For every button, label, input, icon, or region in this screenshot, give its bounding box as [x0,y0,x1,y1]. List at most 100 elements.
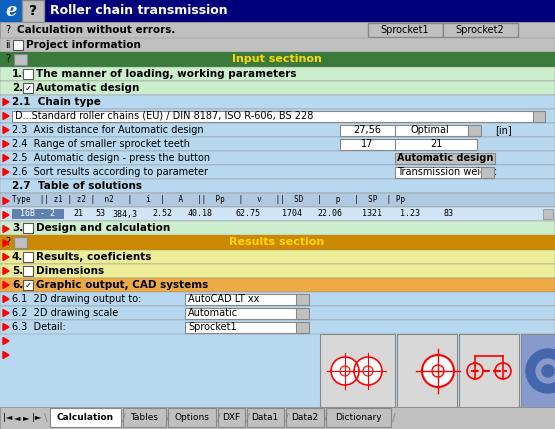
Polygon shape [3,127,9,133]
Bar [23,69,33,79]
Polygon shape [3,309,9,317]
Text: Data1: Data1 [251,414,279,423]
Text: Sprocket1: Sprocket1 [188,322,236,332]
Bar [286,408,324,427]
Text: 22.06: 22.06 [317,209,342,218]
Polygon shape [3,338,9,344]
Text: ?: ? [5,54,10,64]
Text: \: \ [44,413,48,423]
Bar [246,408,284,427]
Bar [218,408,245,427]
Text: 1321: 1321 [362,209,382,218]
Bar [13,40,23,50]
Text: Transmission weight: Transmission weight [397,167,496,177]
Text: ✓: ✓ [24,281,32,290]
Text: |◄: |◄ [3,414,12,423]
Text: 62.75: 62.75 [235,209,260,218]
Bar [0,320,555,334]
Text: Project information: Project information [26,40,141,50]
Bar [23,280,33,290]
Text: 16B - 2: 16B - 2 [21,209,56,218]
Bar [296,308,309,319]
Text: Roller chain transmission: Roller chain transmission [50,4,228,18]
Bar [23,266,33,276]
Bar [543,209,553,219]
Text: 2.7  Table of solutions: 2.7 Table of solutions [12,181,142,191]
Bar [325,408,391,427]
Bar [340,139,395,150]
Text: Options: Options [174,414,209,423]
Text: 27,56: 27,56 [353,125,381,135]
Text: Sprocket2: Sprocket2 [456,25,504,35]
Bar [0,81,555,95]
Bar [459,334,519,407]
Bar [395,153,495,164]
Bar [0,0,555,22]
Bar [443,23,518,37]
Bar [123,408,165,427]
Text: 2.52: 2.52 [152,209,172,218]
Text: The manner of loading, working parameters: The manner of loading, working parameter… [36,69,296,79]
Text: +: + [16,54,24,64]
Text: /: / [166,413,170,423]
Text: /: / [325,413,328,423]
Bar [0,109,555,123]
Text: ▼: ▼ [299,324,305,330]
Text: 17: 17 [361,139,373,149]
Bar [0,95,555,109]
Text: Input sectinon: Input sectinon [232,54,322,64]
Text: 1.0: 1.0 [12,69,31,79]
Text: Design and calculation: Design and calculation [36,223,170,233]
Text: ✓: ✓ [24,84,32,93]
Polygon shape [3,99,9,106]
Text: Calculation without errors.: Calculation without errors. [17,25,175,35]
Bar [168,408,216,427]
Polygon shape [3,296,9,302]
Bar [0,292,555,407]
Bar [23,223,33,233]
Polygon shape [3,323,9,330]
Text: Results, coeficients: Results, coeficients [36,252,152,262]
Polygon shape [3,226,9,233]
Text: 2.4  Range of smaller sprocket teeth: 2.4 Range of smaller sprocket teeth [12,139,190,149]
Text: 2.5  Automatic design - press the button: 2.5 Automatic design - press the button [12,153,210,163]
Bar [0,95,555,223]
Bar [0,292,555,306]
Bar [185,322,305,333]
Text: e: e [5,2,17,20]
Text: ▼: ▼ [299,296,305,302]
Text: 1.23: 1.23 [400,209,420,218]
Text: |►: |► [32,414,42,423]
Bar [320,334,395,407]
Bar [0,207,555,221]
Text: 6.2  2D drawing scale: 6.2 2D drawing scale [12,308,118,318]
Polygon shape [3,141,9,148]
Circle shape [536,359,555,383]
Text: Calculation: Calculation [57,414,114,423]
Polygon shape [3,281,9,288]
Bar [533,111,545,122]
Text: DXF: DXF [222,414,240,423]
Bar [296,322,309,333]
Bar [0,0,22,22]
Text: Sprocket1: Sprocket1 [381,25,430,35]
Bar [0,38,555,52]
Text: 6.3  Detail:: 6.3 Detail: [12,322,65,332]
Text: +: + [16,237,24,247]
Polygon shape [3,197,9,205]
Bar [50,408,120,427]
Text: 6.1  2D drawing output to:: 6.1 2D drawing output to: [12,294,142,304]
Circle shape [526,349,555,393]
Bar [0,407,555,429]
Text: /: / [245,413,249,423]
Text: ?: ? [29,4,37,18]
Bar [395,167,490,178]
Text: 5.0: 5.0 [12,266,31,276]
Bar [0,278,555,292]
Text: Results section: Results section [229,237,325,247]
Bar [521,334,555,407]
Bar [23,83,33,93]
Text: ▼: ▼ [485,169,490,175]
Polygon shape [3,254,9,260]
Polygon shape [3,268,9,275]
